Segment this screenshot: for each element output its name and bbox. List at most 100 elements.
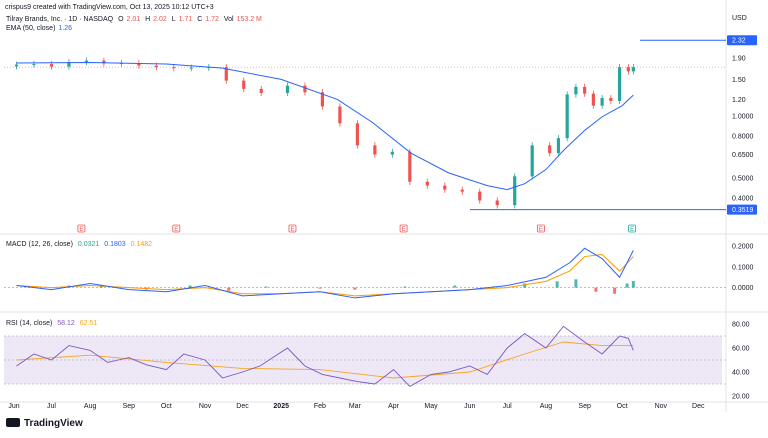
price-tick-1: 1.90 bbox=[732, 56, 746, 63]
earnings-marker-0 bbox=[77, 224, 86, 233]
rsi-band bbox=[4, 336, 722, 384]
earnings-marker-4 bbox=[537, 224, 545, 233]
macd-tick-1: 0.1000 bbox=[732, 264, 754, 271]
candle-body-27 bbox=[495, 200, 499, 206]
macd-hist-value: 0.0321 bbox=[77, 241, 100, 248]
candle-body-0 bbox=[14, 64, 19, 67]
candle-body-26 bbox=[478, 191, 482, 201]
macd-tick-2: 0.0000 bbox=[732, 285, 754, 292]
x-tick-15: Sep bbox=[578, 403, 591, 410]
candle-body-33 bbox=[574, 86, 578, 95]
ema-line bbox=[16, 62, 634, 191]
ema-label: EMA (50, close) bbox=[6, 25, 56, 32]
rsi-tick-3: 20.00 bbox=[732, 394, 750, 401]
macd-hist-bar-11 bbox=[523, 283, 527, 288]
candle-body-35 bbox=[591, 93, 595, 106]
earnings-marker-1 bbox=[172, 224, 181, 233]
price-tick-4: 1.0000 bbox=[732, 113, 754, 120]
candle-body-17 bbox=[320, 92, 325, 107]
macd-label: MACD (12, 26, close) bbox=[6, 241, 73, 248]
earnings-marker-text-4: E bbox=[539, 227, 543, 233]
candle-body-8 bbox=[154, 65, 158, 68]
candle-body-7 bbox=[137, 63, 141, 66]
candle-body-3 bbox=[67, 62, 71, 67]
price-tick-6: 0.6500 bbox=[732, 152, 754, 159]
candle-body-29 bbox=[530, 145, 534, 177]
candle-body-18 bbox=[338, 106, 342, 124]
rsi-tick-1: 60.00 bbox=[732, 346, 750, 353]
rsi-tick-2: 40.00 bbox=[732, 370, 750, 377]
candle-body-39 bbox=[626, 67, 630, 72]
candle-body-38 bbox=[618, 67, 622, 101]
candle-body-4 bbox=[84, 60, 89, 63]
candle-body-1 bbox=[32, 64, 36, 66]
candle-body-5 bbox=[102, 60, 106, 64]
volume-value: 153.2 M bbox=[236, 16, 262, 23]
earnings-marker-3 bbox=[399, 224, 408, 233]
candle-body-36 bbox=[600, 97, 604, 106]
ohlc-high: 2.02 bbox=[153, 16, 167, 23]
earnings-marker-text-3: E bbox=[402, 227, 406, 233]
macd-signal-value: 0.1482 bbox=[130, 241, 153, 248]
x-tick-7: 2025 bbox=[273, 403, 289, 410]
earnings-marker-text-1: E bbox=[174, 227, 178, 233]
macd-line bbox=[16, 247, 634, 299]
earnings-marker-text-5: E bbox=[630, 227, 634, 233]
macd-hist-bar-4 bbox=[227, 287, 231, 291]
level-tag-0 bbox=[727, 35, 757, 46]
ohlc-high-label: H bbox=[145, 16, 151, 23]
macd-hist-bar-15 bbox=[613, 287, 617, 294]
rsi-ma-line bbox=[16, 341, 634, 379]
candle-body-30 bbox=[548, 145, 552, 154]
price-tick-2: 1.50 bbox=[732, 77, 746, 84]
symbol-label: Tilray Brands, Inc. · 1D · NASDAQ bbox=[6, 16, 114, 23]
macd-hist-bar-8 bbox=[403, 286, 407, 288]
ema-legend: EMA (50, close) 1.26 bbox=[6, 25, 75, 32]
volume-label: Vol bbox=[223, 16, 234, 23]
candle-body-21 bbox=[390, 151, 394, 155]
candle-body-32 bbox=[565, 94, 569, 139]
candle-body-40 bbox=[631, 67, 635, 72]
candle-body-12 bbox=[224, 67, 228, 81]
candle-body-37 bbox=[609, 97, 613, 101]
x-tick-17: Nov bbox=[655, 403, 668, 410]
candle-body-28 bbox=[513, 176, 517, 206]
footer-brand: TradingView bbox=[24, 418, 83, 429]
macd-line-value: 0.1803 bbox=[104, 241, 126, 248]
earnings-marker-text-0: E bbox=[79, 227, 83, 233]
candle-body-31 bbox=[556, 138, 561, 154]
x-tick-16: Oct bbox=[617, 403, 628, 410]
x-tick-3: Sep bbox=[123, 403, 136, 410]
rsi-legend: RSI (14, close) 58.12 62.51 bbox=[6, 320, 100, 327]
candle-body-20 bbox=[373, 145, 377, 155]
watermark-text: crispus9 created with TradingView.com, O… bbox=[5, 4, 214, 11]
x-tick-13: Jul bbox=[503, 403, 512, 410]
candle-body-15 bbox=[285, 85, 290, 93]
x-tick-4: Oct bbox=[161, 403, 172, 410]
macd-hist-bar-14 bbox=[594, 287, 598, 292]
candle-body-16 bbox=[303, 85, 307, 93]
earnings-marker-2 bbox=[288, 224, 297, 233]
macd-hist-bar-3 bbox=[188, 285, 192, 288]
macd-legend: MACD (12, 26, close) 0.0321 0.1803 0.148… bbox=[6, 241, 155, 248]
candle-body-24 bbox=[443, 185, 447, 190]
macd-hist-bar-9 bbox=[453, 285, 457, 288]
ohlc-low: 1.71 bbox=[178, 16, 193, 23]
earnings-marker-text-2: E bbox=[290, 227, 294, 233]
x-tick-1: Jul bbox=[47, 403, 56, 410]
rsi-tick-0: 80.00 bbox=[732, 322, 750, 329]
candle-body-10 bbox=[189, 67, 193, 69]
ohlc-close-label: C bbox=[197, 16, 203, 23]
price-tick-7: 0.5000 bbox=[732, 176, 754, 183]
rsi-line bbox=[16, 325, 634, 387]
candle-body-14 bbox=[259, 88, 263, 93]
x-tick-12: Jun bbox=[464, 403, 475, 410]
macd-tick-0: 0.2000 bbox=[732, 244, 754, 251]
price-tick-3: 1.20 bbox=[732, 97, 746, 104]
x-tick-9: Mar bbox=[349, 403, 362, 410]
ohlc-open: 2.01 bbox=[126, 16, 141, 23]
macd-hist-bar-16 bbox=[625, 283, 629, 288]
x-tick-0: Jun bbox=[8, 403, 19, 410]
